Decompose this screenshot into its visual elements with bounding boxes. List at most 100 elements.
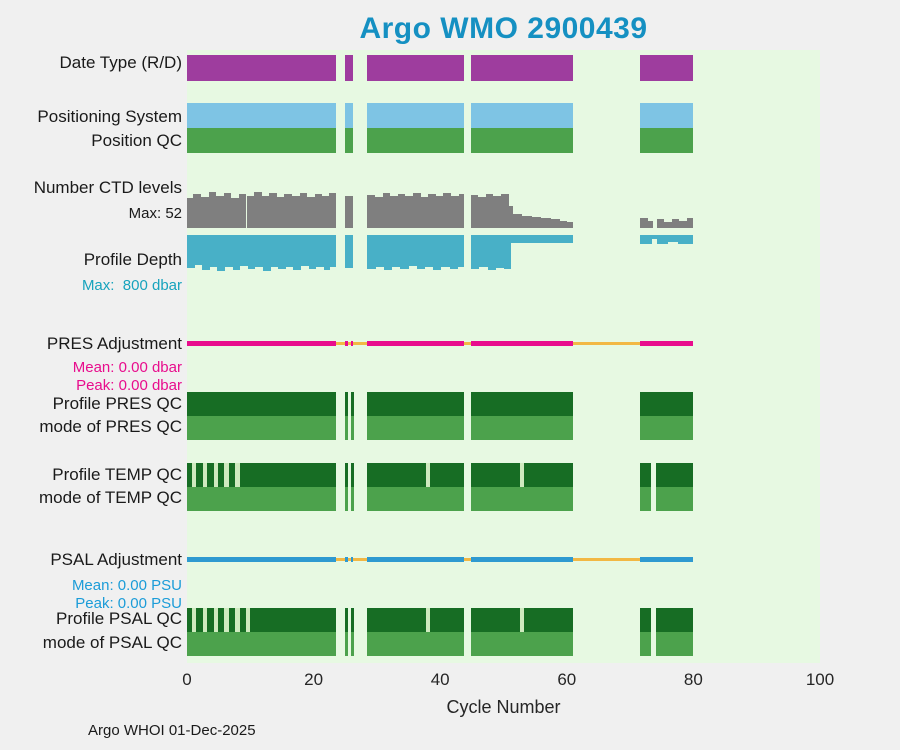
date-type-track bbox=[187, 55, 820, 81]
profile-depth-bar bbox=[400, 235, 409, 270]
ctd-levels-bar bbox=[478, 196, 486, 228]
profile-depth-bar bbox=[194, 235, 203, 266]
ctd-levels-bar bbox=[435, 195, 444, 228]
profile-depth-bar bbox=[308, 235, 317, 269]
profile-depth-bar bbox=[293, 235, 301, 270]
profile-psal-qc-stripe bbox=[245, 608, 251, 632]
positioning-system-label: Positioning System bbox=[37, 107, 182, 126]
mode-pres-qc-segment bbox=[344, 416, 349, 440]
ctd-levels-bar bbox=[367, 194, 375, 228]
position-qc-segment bbox=[344, 128, 353, 153]
ctd-levels-bar bbox=[485, 193, 494, 228]
psal-adjustment-gap-segment bbox=[463, 558, 472, 561]
profile-depth-bar bbox=[392, 235, 401, 268]
ctd-levels-bar bbox=[223, 193, 232, 228]
ctd-levels-bar bbox=[390, 196, 398, 228]
mode-psal-qc-segment bbox=[471, 632, 574, 656]
psal-adjustment-label: PSAL Adjustment bbox=[50, 550, 182, 569]
ctd-levels-bar bbox=[459, 193, 464, 228]
ctd-levels-bar bbox=[428, 194, 436, 228]
profile-depth-bar bbox=[668, 235, 678, 243]
profile-depth-bar bbox=[651, 235, 657, 240]
ctd-levels-bar bbox=[208, 192, 217, 228]
mode-psal-qc-segment bbox=[367, 632, 464, 656]
profile-psal-qc-segment bbox=[656, 608, 693, 632]
positioning-system-segment bbox=[640, 103, 693, 128]
ctd-levels-bar bbox=[412, 192, 421, 228]
pres-adjustment-segment bbox=[640, 341, 693, 346]
profile-temp-qc-stripe bbox=[235, 463, 240, 487]
profile-pres-qc-segment bbox=[471, 392, 574, 416]
profile-temp-qc-stripe bbox=[425, 463, 431, 487]
profile-temp-qc-segment bbox=[344, 463, 349, 487]
pres-adjustment-track bbox=[187, 341, 820, 346]
psal-adjustment-gap-segment bbox=[573, 558, 641, 561]
profile-pres-qc-segment bbox=[344, 392, 349, 416]
ctd-levels-bar bbox=[238, 193, 247, 228]
pres-adjustment-segment bbox=[367, 341, 464, 346]
profile-psal-qc-segment bbox=[187, 608, 336, 632]
psal-adjustment-segment bbox=[187, 557, 336, 562]
profile-depth-bar bbox=[487, 235, 496, 270]
profile-depth-bar bbox=[479, 235, 488, 268]
profile-psal-qc-stripe bbox=[224, 608, 229, 632]
mode-psal-qc-segment bbox=[350, 632, 355, 656]
ctd-levels-bar bbox=[560, 220, 567, 228]
ctd-levels-bar bbox=[550, 219, 561, 228]
ctd-levels-bar bbox=[500, 194, 509, 228]
positioning-system-segment bbox=[187, 103, 336, 128]
profile-psal-qc-stripe bbox=[425, 608, 431, 632]
date-type-segment bbox=[471, 55, 574, 81]
ctd-levels-bar bbox=[307, 197, 315, 228]
pres-adjustment-segment bbox=[471, 341, 574, 346]
profile-depth-bar bbox=[278, 235, 286, 270]
pres-adjustment-segment bbox=[187, 341, 336, 346]
profile-depth-bar bbox=[344, 235, 353, 269]
profile-depth-bar bbox=[323, 235, 331, 270]
mode-temp-qc-segment bbox=[344, 487, 349, 511]
profile-depth-bar bbox=[285, 235, 294, 268]
mode-pres-qc-segment bbox=[640, 416, 693, 440]
mode-pres-qc-segment bbox=[471, 416, 574, 440]
profile-depth-bar bbox=[270, 235, 279, 267]
profile-temp-qc-segment bbox=[656, 463, 693, 487]
date-type-label: Date Type (R/D) bbox=[59, 53, 182, 72]
ctd-levels-bar bbox=[329, 193, 336, 228]
psal-adjustment-segment bbox=[367, 557, 464, 562]
profile-temp-qc-segment bbox=[640, 463, 651, 487]
profile-pres-qc-track bbox=[187, 392, 820, 416]
profile-depth-bar bbox=[247, 235, 256, 270]
psal-adjustment-track bbox=[187, 557, 820, 562]
ctd-levels-bar bbox=[687, 217, 693, 228]
ctd-levels-sublabel: Max: 52 bbox=[128, 205, 182, 222]
ctd-levels-bar bbox=[508, 206, 513, 228]
position-qc-segment bbox=[640, 128, 693, 153]
profile-depth-bar bbox=[441, 235, 450, 268]
profile-psal-qc-segment bbox=[640, 608, 651, 632]
ctd-levels-bar bbox=[664, 221, 672, 228]
ctd-levels-bar bbox=[671, 218, 680, 228]
profile-temp-qc-segment bbox=[367, 463, 464, 487]
ctd-levels-bar bbox=[261, 195, 270, 228]
mode-temp-qc-segment bbox=[367, 487, 464, 511]
mode-temp-qc-segment bbox=[640, 487, 651, 511]
pres-adjustment-segment bbox=[350, 341, 353, 346]
profile-depth-bar bbox=[416, 235, 425, 269]
profile-pres-qc-label: Profile PRES QC bbox=[52, 394, 182, 413]
chart-title: Argo WMO 2900439 bbox=[359, 12, 648, 45]
ctd-levels-bar bbox=[443, 193, 451, 228]
profile-temp-qc-stripe bbox=[202, 463, 208, 487]
profile-temp-qc-label: Profile TEMP QC bbox=[52, 465, 182, 484]
mode-temp-qc-segment bbox=[350, 487, 355, 511]
ctd-levels-bar bbox=[471, 194, 479, 228]
ctd-levels-bar bbox=[276, 197, 285, 228]
ctd-levels-bar bbox=[299, 192, 308, 228]
pres-adjustment-label: PRES Adjustment bbox=[46, 334, 182, 353]
x-tick-label: 0 bbox=[182, 670, 192, 689]
ctd-levels-bar bbox=[640, 217, 648, 228]
profile-pres-qc-segment bbox=[640, 392, 693, 416]
profile-depth-bar bbox=[511, 235, 574, 243]
profile-psal-qc-segment bbox=[344, 608, 349, 632]
ctd-levels-bar bbox=[284, 194, 293, 228]
profile-psal-qc-label: Profile PSAL QC bbox=[56, 609, 182, 628]
